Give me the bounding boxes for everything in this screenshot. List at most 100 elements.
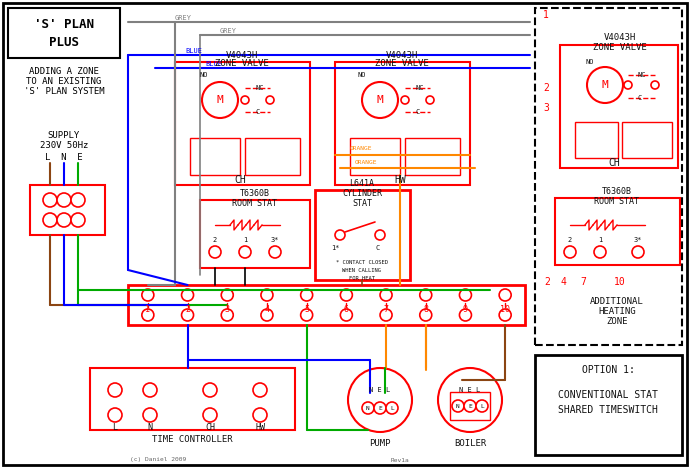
Circle shape (460, 289, 471, 301)
Text: M: M (602, 80, 609, 90)
Bar (245, 138, 300, 175)
Text: C: C (638, 95, 642, 101)
Text: L: L (390, 405, 394, 410)
Circle shape (143, 408, 157, 422)
Circle shape (476, 400, 488, 412)
Circle shape (380, 289, 392, 301)
Text: ADDITIONAL: ADDITIONAL (590, 298, 644, 307)
Circle shape (464, 400, 476, 412)
Text: CYLINDER: CYLINDER (342, 190, 382, 198)
Bar (575, 122, 618, 158)
Text: TO AN EXISTING: TO AN EXISTING (26, 78, 101, 87)
Circle shape (203, 408, 217, 422)
Text: 230V 50Hz: 230V 50Hz (40, 140, 88, 149)
Circle shape (108, 408, 122, 422)
Text: BLUE: BLUE (185, 48, 202, 54)
Text: 3: 3 (225, 306, 230, 314)
Bar (535, 355, 682, 455)
Text: N: N (148, 424, 152, 432)
Bar (30, 185, 105, 235)
Text: 'S' PLAN SYSTEM: 'S' PLAN SYSTEM (23, 88, 104, 96)
Circle shape (261, 309, 273, 321)
Text: NO: NO (585, 59, 593, 65)
Text: C: C (376, 245, 380, 251)
Text: * CONTACT CLOSED: * CONTACT CLOSED (336, 259, 388, 264)
Text: V4043H: V4043H (386, 51, 418, 59)
Circle shape (301, 289, 313, 301)
Text: 10: 10 (500, 306, 510, 314)
Circle shape (43, 213, 57, 227)
Circle shape (340, 309, 353, 321)
Circle shape (181, 309, 194, 321)
Circle shape (335, 230, 345, 240)
Circle shape (348, 368, 412, 432)
Text: NO: NO (200, 72, 208, 78)
Circle shape (202, 82, 238, 118)
Circle shape (241, 96, 249, 104)
Text: 2: 2 (543, 83, 549, 93)
Text: CH: CH (234, 175, 246, 185)
Bar (350, 138, 400, 175)
Text: M: M (377, 95, 384, 105)
Text: L641A: L641A (350, 180, 375, 189)
Text: 6: 6 (344, 306, 349, 314)
Text: C: C (255, 109, 259, 115)
Bar (622, 122, 672, 158)
Text: N E L: N E L (369, 387, 391, 393)
Text: 7: 7 (384, 306, 388, 314)
Circle shape (301, 309, 313, 321)
Bar (555, 198, 680, 265)
Circle shape (374, 402, 386, 414)
Circle shape (221, 309, 233, 321)
Text: T6360B: T6360B (602, 188, 632, 197)
Text: 2: 2 (185, 306, 190, 314)
Circle shape (261, 289, 273, 301)
Circle shape (181, 289, 194, 301)
Bar (535, 8, 682, 345)
Text: 1*: 1* (331, 245, 339, 251)
Text: ROOM STAT: ROOM STAT (595, 197, 640, 206)
Circle shape (564, 246, 576, 258)
Circle shape (142, 289, 154, 301)
Text: HW: HW (255, 424, 265, 432)
Text: V4043H: V4043H (604, 34, 636, 43)
Circle shape (108, 383, 122, 397)
Circle shape (624, 81, 632, 89)
Circle shape (57, 193, 71, 207)
Circle shape (266, 96, 274, 104)
Text: ADDING A ZONE: ADDING A ZONE (29, 67, 99, 76)
Circle shape (203, 383, 217, 397)
Circle shape (239, 246, 251, 258)
Text: 2: 2 (568, 237, 572, 243)
Bar (175, 62, 310, 185)
Circle shape (221, 289, 233, 301)
Text: ROOM STAT: ROOM STAT (233, 199, 277, 209)
Text: ZONE VALVE: ZONE VALVE (215, 59, 269, 68)
Circle shape (420, 309, 432, 321)
Text: CONVENTIONAL STAT: CONVENTIONAL STAT (558, 390, 658, 400)
Circle shape (438, 368, 502, 432)
Text: PLUS: PLUS (49, 36, 79, 49)
Text: HW: HW (394, 175, 406, 185)
Text: V4043H: V4043H (226, 51, 258, 59)
Text: 4: 4 (560, 277, 566, 287)
Text: (c) Daniel 2009: (c) Daniel 2009 (130, 458, 186, 462)
Text: 1: 1 (543, 10, 549, 20)
Text: WHEN CALLING: WHEN CALLING (342, 268, 382, 272)
Text: BLUE: BLUE (205, 61, 222, 67)
Circle shape (209, 246, 221, 258)
Bar (450, 392, 490, 420)
Text: T6360B: T6360B (240, 190, 270, 198)
Text: C: C (415, 109, 420, 115)
Circle shape (460, 309, 471, 321)
Text: SUPPLY: SUPPLY (48, 131, 80, 139)
Bar (90, 368, 295, 430)
Text: N: N (366, 405, 370, 410)
Text: N: N (456, 403, 460, 409)
Bar (128, 285, 525, 325)
Text: ZONE VALVE: ZONE VALVE (593, 43, 647, 51)
Circle shape (426, 96, 434, 104)
Circle shape (401, 96, 409, 104)
Text: L  N  E: L N E (45, 154, 83, 162)
Circle shape (499, 289, 511, 301)
